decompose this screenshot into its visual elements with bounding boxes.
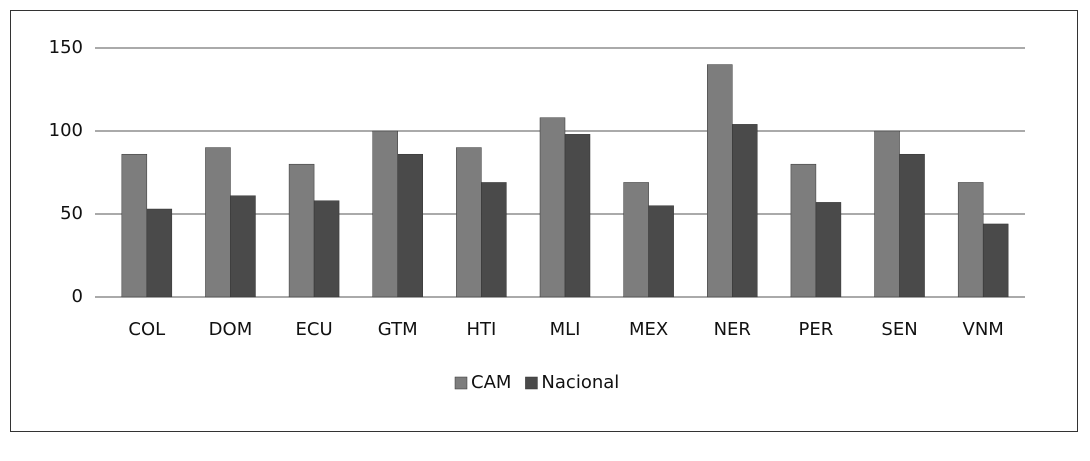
bar (982, 223, 1009, 298)
bar (623, 182, 649, 298)
bar (815, 202, 842, 298)
bar (648, 205, 674, 298)
bar (397, 153, 423, 298)
x-tick-label: DOM (209, 319, 253, 340)
bar (372, 130, 398, 298)
y-tick-label: 0 (72, 286, 83, 307)
x-tick-label: COL (128, 319, 165, 340)
bar (790, 163, 817, 298)
x-tick-label: NER (714, 319, 751, 340)
x-tick-label: GTM (378, 319, 418, 340)
bar (481, 182, 507, 298)
legend-label: Nacional (541, 372, 619, 393)
bar (564, 134, 591, 298)
bar (230, 195, 256, 298)
bar (313, 200, 340, 298)
bar (205, 147, 231, 298)
bar (732, 124, 758, 298)
x-tick-label: ECU (296, 319, 333, 340)
x-tick-label: SEN (881, 319, 917, 340)
bar (899, 153, 925, 298)
x-tick-label: MLI (550, 319, 581, 340)
bar (874, 130, 900, 298)
x-tick-label: VNM (963, 319, 1004, 340)
bar (456, 147, 482, 298)
legend-swatch (525, 376, 538, 390)
bar (957, 182, 984, 298)
bar (288, 163, 315, 298)
bar (146, 208, 173, 298)
legend-label: CAM (471, 372, 511, 393)
x-tick-label: PER (799, 319, 834, 340)
bar (539, 117, 566, 298)
legend-swatch (454, 376, 468, 390)
x-tick-label: HTI (466, 319, 496, 340)
x-tick-label: MEX (629, 319, 668, 340)
y-tick-label: 100 (49, 120, 83, 141)
bar (121, 153, 148, 298)
bar (707, 64, 733, 298)
y-tick-label: 50 (60, 203, 83, 224)
y-tick-label: 150 (49, 37, 83, 58)
